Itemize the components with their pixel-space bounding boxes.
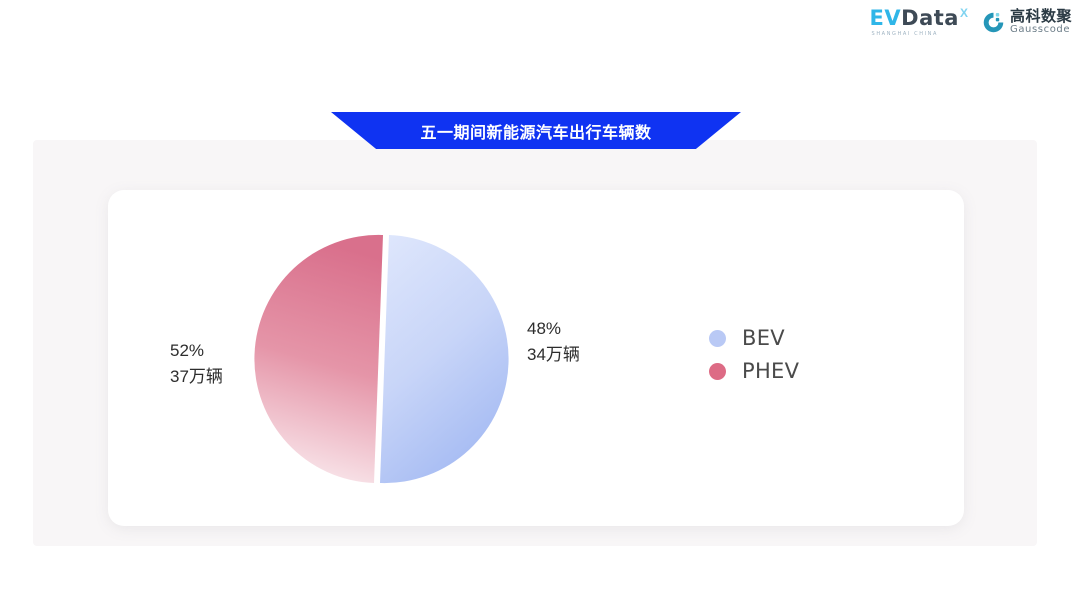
legend-dot-phev-icon — [709, 362, 726, 380]
legend-label-bev: BEV — [742, 326, 785, 350]
chart-title-banner: 五一期间新能源汽车出行车辆数 — [331, 112, 741, 149]
gausscode-mark-icon — [982, 11, 1005, 34]
pie-chart-svg — [254, 234, 509, 484]
chart-legend: BEV PHEV — [709, 326, 799, 383]
chart-title: 五一期间新能源汽车出行车辆数 — [420, 124, 652, 142]
header-logo-group: EV Data X SHANGHAI CHINA 高科数聚 Gausscode — [869, 6, 1072, 37]
slice-label-phev: 52% 37万辆 — [170, 338, 223, 390]
slice-label-phev-amount: 37万辆 — [170, 367, 223, 386]
evdata-logo-subtitle: SHANGHAI CHINA — [871, 31, 939, 37]
pie-slice-bev — [380, 235, 509, 484]
gausscode-logo-text: 高科数聚 Gausscode — [1010, 9, 1072, 35]
slice-label-bev-amount: 34万辆 — [527, 345, 580, 364]
slice-label-bev: 48% 34万辆 — [527, 316, 580, 368]
pie-slice-phev — [254, 234, 383, 483]
legend-item-bev[interactable]: BEV — [709, 326, 799, 350]
evdata-logo-superscript-x: X — [959, 6, 968, 20]
legend-item-phev[interactable]: PHEV — [709, 359, 799, 383]
gausscode-logo: 高科数聚 Gausscode — [982, 9, 1072, 35]
slice-label-bev-percent: 48% — [527, 319, 562, 338]
evdata-logo-word: Data — [901, 6, 959, 30]
evdata-logo: EV Data X SHANGHAI CHINA — [869, 6, 968, 37]
legend-dot-bev-icon — [709, 329, 726, 347]
chart-card — [108, 190, 964, 526]
gausscode-logo-en: Gausscode — [1009, 24, 1071, 36]
pie-chart — [250, 230, 510, 488]
evdata-logo-wordmark: EV Data X — [869, 6, 968, 30]
slice-label-phev-percent: 52% — [170, 341, 205, 360]
legend-label-phev: PHEV — [742, 359, 800, 383]
evdata-logo-prefix: EV — [869, 6, 902, 30]
gausscode-logo-cn: 高科数聚 — [1009, 8, 1072, 26]
